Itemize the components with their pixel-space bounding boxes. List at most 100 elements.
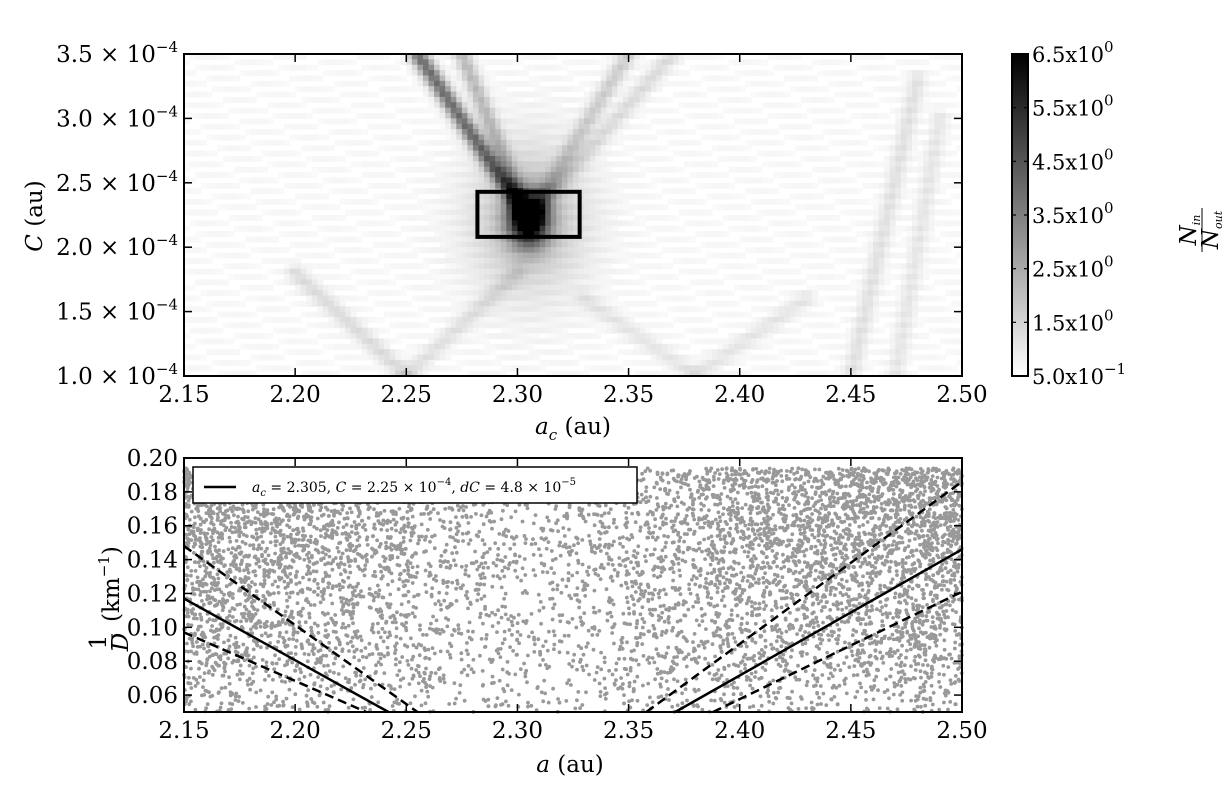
heatmap-cell xyxy=(528,155,535,162)
heatmap-cell xyxy=(261,316,268,323)
heatmap-cell xyxy=(422,70,430,77)
heatmap-cell xyxy=(850,316,858,323)
heatmap-cell xyxy=(500,290,507,297)
heatmap-cell xyxy=(495,252,502,259)
heatmap-cell xyxy=(511,257,519,264)
heatmap-cell xyxy=(289,327,296,334)
heatmap-cell xyxy=(550,349,557,356)
heatmap-cell xyxy=(361,295,368,302)
heatmap-cell xyxy=(845,338,852,345)
heatmap-cell xyxy=(500,139,507,146)
heatmap-cell xyxy=(467,333,474,340)
heatmap-cell xyxy=(684,354,691,361)
heatmap-cell xyxy=(745,236,752,243)
heatmap-cell xyxy=(489,172,496,179)
heatmap-cell xyxy=(789,241,796,248)
heatmap-cell xyxy=(189,268,196,275)
heatmap-cell xyxy=(645,80,652,87)
heatmap-cell xyxy=(595,96,602,103)
heatmap-cell xyxy=(484,236,491,243)
heatmap-cell xyxy=(372,198,380,205)
heatmap-cell xyxy=(545,91,552,98)
heatmap-cell xyxy=(239,59,246,66)
heatmap-cell xyxy=(434,333,441,340)
heatmap-cell xyxy=(456,284,463,291)
heatmap-cell xyxy=(611,64,619,71)
heatmap-cell xyxy=(322,145,330,152)
heatmap-cell xyxy=(723,322,730,329)
heatmap-cell xyxy=(539,220,546,227)
heatmap-cell xyxy=(561,257,569,264)
heatmap-cell xyxy=(495,150,502,157)
heatmap-cell xyxy=(584,209,591,216)
heatmap-cell xyxy=(506,155,513,162)
heatmap-cell xyxy=(506,343,513,350)
heatmap-cell xyxy=(700,231,707,238)
heatmap-cell xyxy=(773,316,780,323)
heatmap-cell xyxy=(795,327,802,334)
heatmap-cell xyxy=(589,279,596,286)
heatmap-cell xyxy=(250,96,257,103)
heatmap-cell xyxy=(222,349,230,356)
heatmap-cell xyxy=(889,241,896,248)
heatmap-cell xyxy=(895,161,902,168)
heatmap-cell xyxy=(450,118,457,125)
heatmap-cell xyxy=(745,129,752,136)
heatmap-cell xyxy=(484,220,491,227)
heatmap-cell xyxy=(445,333,452,340)
heatmap-cell xyxy=(234,145,241,152)
heatmap-cell xyxy=(545,333,552,340)
heatmap-cell xyxy=(939,150,946,157)
heatmap-cell xyxy=(928,306,935,313)
heatmap-cell xyxy=(528,333,535,340)
heatmap-cell xyxy=(734,274,741,280)
heatmap-cell xyxy=(745,327,752,334)
heatmap-cell xyxy=(867,349,874,356)
heatmap-cell xyxy=(823,59,830,66)
heatmap-cell xyxy=(356,102,363,109)
heatmap-cell xyxy=(339,295,346,302)
heatmap-cell xyxy=(439,225,446,232)
heatmap-cell xyxy=(750,166,757,173)
heatmap-cell xyxy=(378,349,385,356)
heatmap-cell xyxy=(756,338,763,345)
heatmap-cell xyxy=(817,155,824,162)
heatmap-cell xyxy=(384,64,391,71)
heatmap-cell xyxy=(289,209,296,216)
heatmap-cell xyxy=(739,322,746,329)
heatmap-cell xyxy=(673,354,680,361)
heatmap-cell xyxy=(645,215,652,221)
heatmap-cell xyxy=(617,54,624,60)
heatmap-cell xyxy=(617,139,624,146)
heatmap-cell xyxy=(600,102,607,109)
heatmap-cell xyxy=(345,257,352,264)
heatmap-cell xyxy=(645,145,652,152)
heatmap-cell xyxy=(723,354,730,361)
heatmap-cell xyxy=(606,150,613,157)
heatmap-cell xyxy=(195,198,202,205)
heatmap-cell xyxy=(678,209,685,216)
heatmap-cell xyxy=(895,322,902,329)
heatmap-cell xyxy=(500,300,507,307)
heatmap-cell xyxy=(578,86,585,93)
heatmap-cell xyxy=(650,80,657,87)
heatmap-cell xyxy=(761,284,769,291)
heatmap-cell xyxy=(539,166,546,173)
heatmap-cell xyxy=(484,91,491,98)
heatmap-cell xyxy=(467,54,474,60)
heatmap-cell xyxy=(428,91,435,98)
heatmap-cell xyxy=(811,204,819,211)
heatmap-cell xyxy=(539,349,546,356)
heatmap-cell xyxy=(389,172,396,179)
heatmap-cell xyxy=(434,102,441,109)
heatmap-cell xyxy=(828,118,835,125)
heatmap-cell xyxy=(345,188,352,195)
heatmap-cell xyxy=(873,236,880,243)
heatmap-cell xyxy=(528,80,535,87)
heatmap-cell xyxy=(422,215,430,221)
heatmap-cell xyxy=(434,70,441,77)
heatmap-cell xyxy=(450,268,457,275)
heatmap-cell xyxy=(811,86,819,93)
heatmap-cell xyxy=(556,295,563,302)
heatmap-cell xyxy=(206,198,213,205)
